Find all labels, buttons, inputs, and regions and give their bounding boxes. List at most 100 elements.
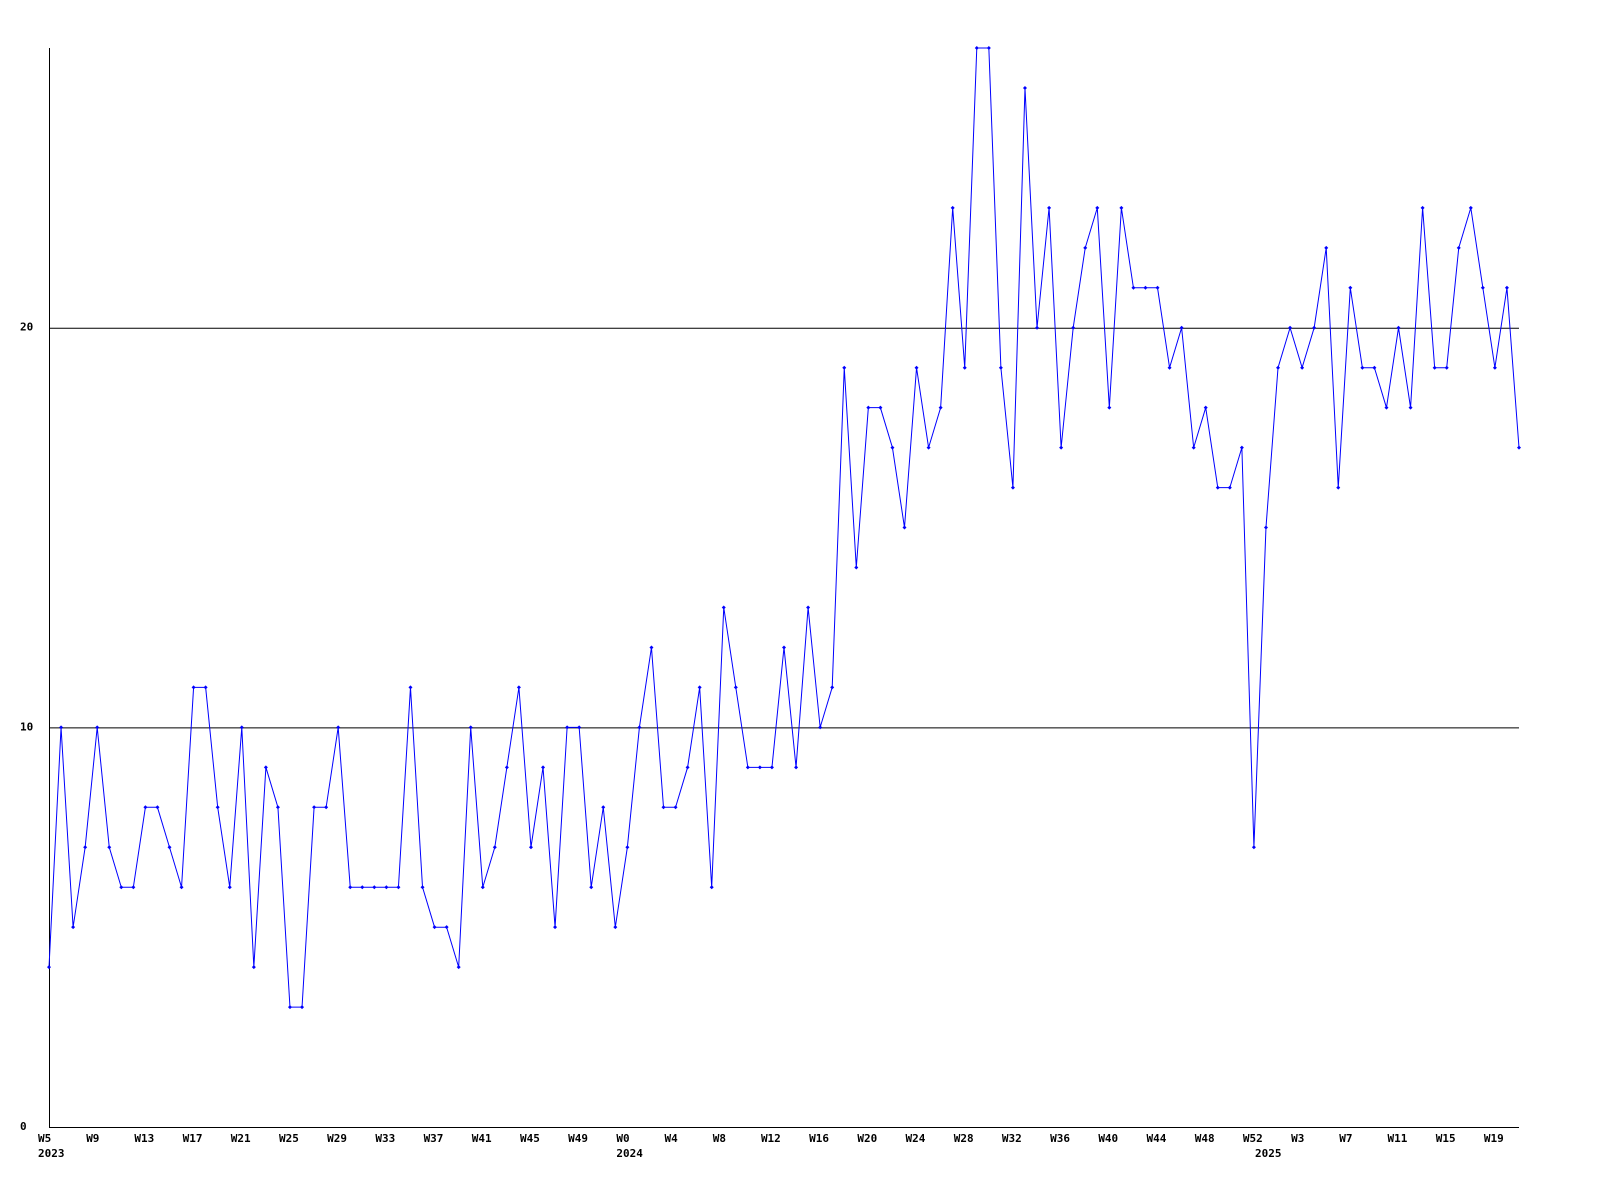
data-point	[1059, 445, 1064, 450]
data-point	[324, 805, 329, 810]
data-point	[95, 725, 100, 730]
data-point	[757, 765, 762, 770]
data-point	[83, 845, 88, 850]
x-tick-label: W19	[1484, 1132, 1504, 1145]
x-tick-label: W37	[424, 1132, 444, 1145]
data-point	[902, 525, 907, 530]
x-tick-label: W44	[1147, 1132, 1167, 1145]
data-point	[384, 885, 389, 890]
x-tick-label: W0	[616, 1132, 629, 1145]
data-point	[1348, 285, 1353, 290]
data-point	[649, 645, 654, 650]
data-point	[131, 885, 136, 890]
x-tick-label: W25	[279, 1132, 299, 1145]
data-point	[203, 685, 208, 690]
data-point	[59, 725, 64, 730]
data-point	[1239, 445, 1244, 450]
x-tick-label: W36	[1050, 1132, 1070, 1145]
x-tick-label: W13	[134, 1132, 154, 1145]
data-point	[1203, 405, 1208, 410]
data-point	[348, 885, 353, 890]
data-point	[1155, 285, 1160, 290]
x-tick-label: W9	[86, 1132, 99, 1145]
x-tick-label: W5	[38, 1132, 51, 1145]
x-tick-label: W52	[1243, 1132, 1263, 1145]
data-point	[1396, 325, 1401, 330]
x-tick-label: W32	[1002, 1132, 1022, 1145]
x-tick-label: W16	[809, 1132, 829, 1145]
data-point	[673, 805, 678, 810]
data-point	[733, 685, 738, 690]
x-tick-label: W21	[231, 1132, 251, 1145]
data-point	[1504, 285, 1509, 290]
data-point	[577, 725, 582, 730]
year-label: 2024	[616, 1147, 643, 1160]
data-point	[914, 365, 919, 370]
data-point	[47, 965, 51, 970]
x-tick-label: W17	[183, 1132, 203, 1145]
data-point	[456, 965, 461, 970]
data-point	[251, 965, 256, 970]
y-tick-label: 10	[20, 720, 33, 733]
y-tick-label: 20	[20, 321, 33, 334]
data-point	[372, 885, 377, 890]
data-point	[1480, 285, 1485, 290]
data-point	[360, 885, 365, 890]
data-point	[1336, 485, 1341, 490]
data-point	[444, 925, 449, 930]
data-point	[1251, 845, 1256, 850]
y-tick-label: 0	[20, 1120, 27, 1133]
data-point	[1131, 285, 1136, 290]
x-tick-label: W41	[472, 1132, 492, 1145]
x-tick-label: W24	[906, 1132, 926, 1145]
data-point	[432, 925, 437, 930]
data-point	[1083, 245, 1088, 250]
year-label: 2025	[1255, 1147, 1282, 1160]
data-point	[528, 845, 533, 850]
x-tick-label: W12	[761, 1132, 781, 1145]
data-point	[1263, 525, 1268, 530]
data-point	[143, 805, 148, 810]
data-line	[48, 47, 1520, 1008]
data-point	[336, 725, 341, 730]
data-point	[1071, 325, 1076, 330]
data-point	[215, 805, 220, 810]
data-point	[709, 885, 714, 890]
data-point	[1010, 485, 1015, 490]
data-point	[1191, 445, 1196, 450]
x-tick-label: W8	[713, 1132, 726, 1145]
data-point	[866, 405, 871, 410]
data-point	[408, 685, 413, 690]
x-tick-label: W48	[1195, 1132, 1215, 1145]
x-tick-label: W20	[857, 1132, 877, 1145]
data-point	[1227, 485, 1232, 490]
data-point	[420, 885, 425, 890]
data-point	[1035, 325, 1040, 330]
data-point	[179, 885, 184, 890]
data-point	[492, 845, 497, 850]
data-point	[1372, 365, 1377, 370]
data-point	[553, 925, 558, 930]
data-point	[480, 885, 485, 890]
data-point	[565, 725, 570, 730]
data-point	[769, 765, 774, 770]
x-tick-label: W49	[568, 1132, 588, 1145]
data-point	[396, 885, 401, 890]
x-tick-label: W4	[665, 1132, 679, 1145]
data-point	[312, 805, 317, 810]
data-point	[1095, 205, 1100, 210]
data-point	[661, 805, 666, 810]
x-tick-label: W3	[1291, 1132, 1304, 1145]
data-point	[1179, 325, 1184, 330]
data-point	[1492, 365, 1497, 370]
data-point	[541, 765, 546, 770]
data-point	[1167, 365, 1172, 370]
data-point	[263, 765, 268, 770]
data-point	[697, 685, 702, 690]
x-tick-label: W40	[1098, 1132, 1118, 1145]
x-tick-label: W15	[1436, 1132, 1456, 1145]
data-point	[962, 365, 967, 370]
data-point	[275, 805, 280, 810]
data-point	[1107, 405, 1112, 410]
